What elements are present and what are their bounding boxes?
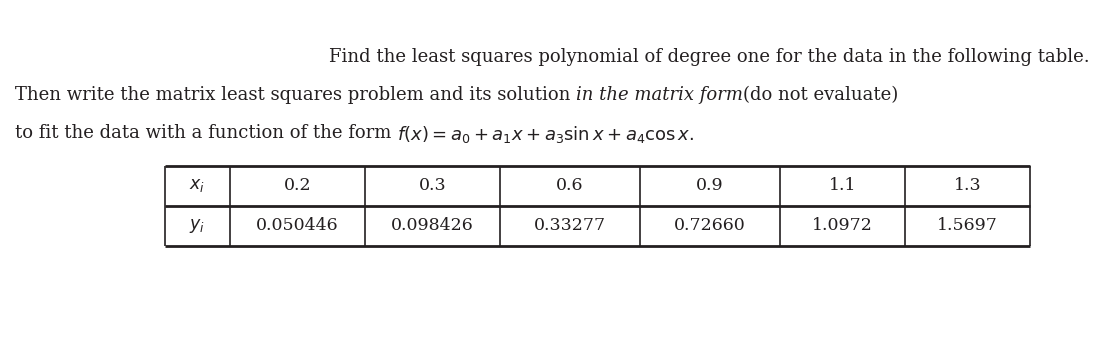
- Text: 0.098426: 0.098426: [391, 218, 474, 234]
- Text: 0.2: 0.2: [284, 178, 312, 194]
- Text: $x_i$: $x_i$: [189, 178, 206, 194]
- Text: 1.5697: 1.5697: [937, 218, 998, 234]
- Text: 0.72660: 0.72660: [674, 218, 746, 234]
- Text: 1.1: 1.1: [829, 178, 856, 194]
- Text: 0.9: 0.9: [696, 178, 724, 194]
- Text: to fit the data with a function of the form: to fit the data with a function of the f…: [15, 124, 397, 142]
- Text: $f(x) = a_0 + a_1 x + a_3 \sin x + a_4 \cos x.$: $f(x) = a_0 + a_1 x + a_3 \sin x + a_4 \…: [397, 124, 694, 145]
- Text: Find the least squares polynomial of degree one for the data in the following ta: Find the least squares polynomial of deg…: [329, 48, 1090, 66]
- Text: 1.0972: 1.0972: [812, 218, 873, 234]
- Text: 0.050446: 0.050446: [256, 218, 339, 234]
- Text: 0.3: 0.3: [419, 178, 446, 194]
- Text: in the matrix form: in the matrix form: [576, 86, 744, 104]
- Text: 0.33277: 0.33277: [534, 218, 606, 234]
- Text: 0.6: 0.6: [556, 178, 583, 194]
- Text: 1.3: 1.3: [954, 178, 981, 194]
- Text: Then write the matrix least squares problem and its solution: Then write the matrix least squares prob…: [15, 86, 576, 104]
- Text: (do not evaluate): (do not evaluate): [744, 86, 898, 104]
- Text: $y_i$: $y_i$: [189, 217, 206, 235]
